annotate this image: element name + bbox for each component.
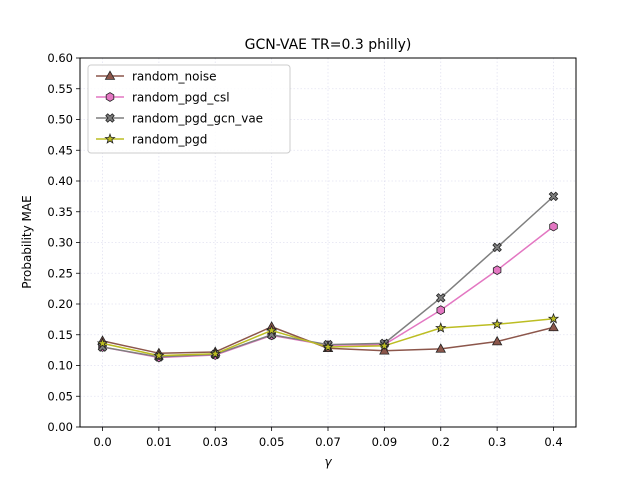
y-tick-label: 0.35 bbox=[47, 205, 73, 219]
y-axis: 0.00 0.05 0.10 0.15 0.20 0.25 0.30 0.35 0.40 0.45… bbox=[47, 51, 80, 434]
legend-label: random_pgd_gcn_vae bbox=[132, 112, 263, 126]
y-tick-label: 0.55 bbox=[47, 82, 73, 96]
legend-label: random_noise bbox=[132, 70, 216, 84]
data-point bbox=[265, 324, 278, 336]
data-point bbox=[436, 305, 445, 316]
data-point bbox=[435, 343, 446, 353]
legend-label: random_pgd_csl bbox=[132, 91, 230, 105]
legend-marker bbox=[105, 113, 115, 123]
x-tick-label: 0.07 bbox=[315, 435, 341, 449]
data-point bbox=[547, 312, 560, 324]
x-tick-label: 0.0 bbox=[93, 435, 111, 449]
x-tick-label: 0.09 bbox=[372, 435, 398, 449]
series-random_pgd_csl bbox=[98, 221, 558, 363]
x-tick-label: 0.01 bbox=[146, 435, 172, 449]
data-point bbox=[435, 293, 446, 303]
legend-item: random_pgd_gcn_vae bbox=[96, 112, 263, 126]
y-tick-label: 0.05 bbox=[47, 389, 73, 403]
data-point bbox=[379, 345, 390, 355]
data-point bbox=[549, 221, 558, 232]
data-point bbox=[378, 339, 391, 351]
y-tick-label: 0.20 bbox=[47, 297, 73, 311]
legend: random_noise random_pgd_csl random_pgd_gcn… bbox=[87, 64, 291, 154]
x-tick-label: 0.05 bbox=[259, 435, 285, 449]
x-tick-label: 0.2 bbox=[432, 435, 450, 449]
series-random_pgd bbox=[96, 312, 560, 361]
data-point bbox=[153, 349, 165, 361]
data-point bbox=[492, 242, 502, 253]
data-point bbox=[548, 321, 559, 332]
legend-box bbox=[87, 64, 291, 154]
x-axis: 0.0 0.01 0.03 0.05 0.07 0.09 0.2 0.3 0.4 bbox=[93, 427, 563, 449]
data-point bbox=[548, 191, 559, 202]
series-group bbox=[96, 191, 560, 363]
y-axis-label: Probability MAE bbox=[20, 195, 34, 288]
y-tick-label: 0.45 bbox=[47, 143, 73, 157]
y-tick-label: 0.40 bbox=[47, 174, 73, 188]
legend-item: random_pgd bbox=[96, 133, 207, 147]
legend-item: random_noise bbox=[96, 70, 216, 84]
data-point bbox=[491, 318, 503, 330]
legend-item: random_pgd_csl bbox=[96, 91, 230, 105]
data-point bbox=[322, 341, 334, 352]
legend-label: random_pgd bbox=[132, 133, 207, 147]
data-point bbox=[435, 322, 447, 333]
y-tick-label: 0.25 bbox=[47, 266, 73, 280]
legend-marker bbox=[104, 70, 116, 80]
x-tick-label: 0.03 bbox=[202, 435, 228, 449]
chart-title: GCN-VAE TR=0.3 philly) bbox=[245, 37, 412, 53]
legend-marker bbox=[104, 133, 116, 144]
y-tick-label: 0.15 bbox=[47, 328, 73, 342]
data-point bbox=[492, 265, 502, 276]
series-line bbox=[102, 225, 554, 359]
data-point bbox=[491, 335, 503, 346]
data-point bbox=[96, 337, 109, 349]
x-tick-label: 0.3 bbox=[488, 435, 506, 449]
y-tick-label: 0.50 bbox=[47, 113, 73, 127]
y-tick-label: 0.60 bbox=[47, 51, 73, 65]
x-axis-label: γ bbox=[324, 455, 332, 469]
y-tick-label: 0.10 bbox=[47, 359, 73, 373]
legend-marker bbox=[105, 92, 115, 102]
y-tick-label: 0.30 bbox=[47, 236, 73, 250]
data-point bbox=[209, 347, 221, 359]
y-tick-label: 0.00 bbox=[47, 420, 73, 434]
x-tick-label: 0.4 bbox=[544, 435, 562, 449]
